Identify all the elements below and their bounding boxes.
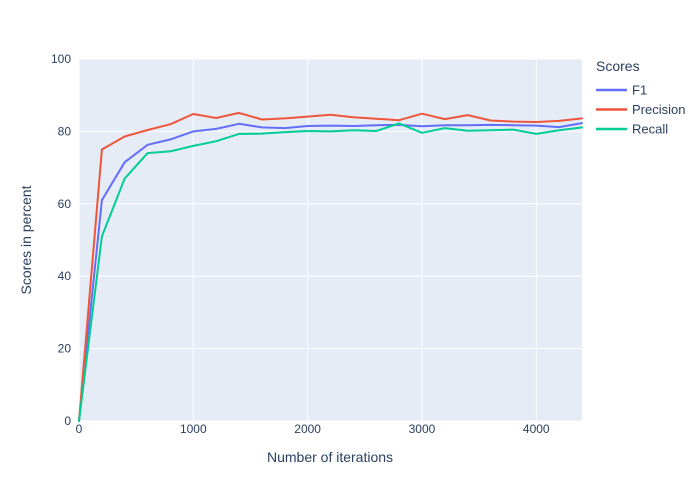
tick-labels: 0 1000 2000 3000 4000 0 20 40 60 80 100 — [51, 52, 550, 436]
legend-item-f1[interactable]: F1 — [596, 83, 647, 98]
x-tick-label: 2000 — [294, 422, 321, 436]
y-axis-title: Scores in percent — [18, 185, 34, 294]
y-tick-label: 40 — [58, 269, 72, 283]
x-tick-label: 4000 — [523, 422, 550, 436]
legend-item-precision[interactable]: Precision — [596, 102, 685, 117]
plot-background[interactable] — [79, 59, 582, 421]
gridlines — [78, 58, 582, 422]
series-line-recall[interactable] — [78, 122, 583, 422]
y-tick-label: 60 — [58, 197, 72, 211]
x-tick-label: 0 — [76, 422, 83, 436]
legend-item-label: Recall — [632, 122, 668, 137]
y-tick-label: 100 — [51, 52, 71, 66]
y-tick-label: 0 — [64, 414, 71, 428]
x-axis-title: Number of iterations — [267, 449, 393, 465]
series-line-precision[interactable] — [78, 111, 583, 422]
y-tick-label: 80 — [58, 124, 72, 138]
legend-item-recall[interactable]: Recall — [596, 122, 668, 137]
legend: Scores F1 Precision Recall — [596, 58, 685, 137]
x-tick-label: 3000 — [409, 422, 436, 436]
y-tick-label: 20 — [58, 342, 72, 356]
series-lines — [78, 111, 583, 422]
legend-title: Scores — [596, 58, 640, 74]
legend-item-label: Precision — [632, 102, 685, 117]
x-tick-label: 1000 — [180, 422, 207, 436]
legend-item-label: F1 — [632, 83, 647, 98]
series-line-f1[interactable] — [78, 122, 583, 422]
